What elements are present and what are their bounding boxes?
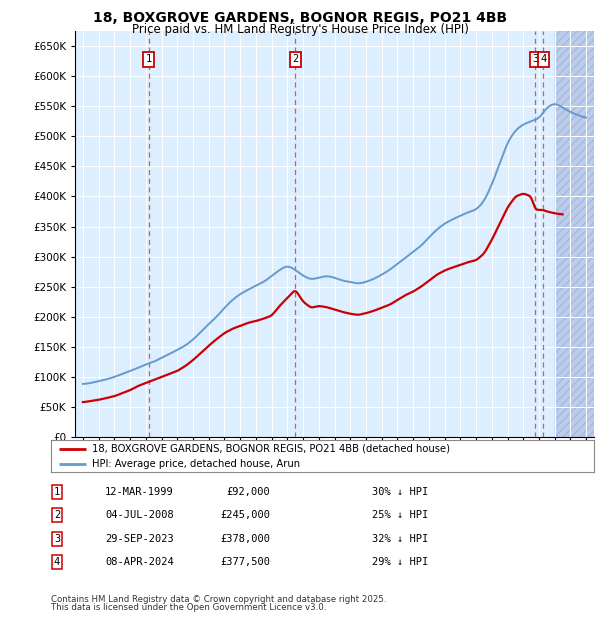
Text: 4: 4 [540, 55, 547, 64]
Text: £377,500: £377,500 [220, 557, 270, 567]
Text: 2: 2 [54, 510, 60, 520]
Text: 18, BOXGROVE GARDENS, BOGNOR REGIS, PO21 4BB: 18, BOXGROVE GARDENS, BOGNOR REGIS, PO21… [93, 11, 507, 25]
Text: £245,000: £245,000 [220, 510, 270, 520]
Text: 04-JUL-2008: 04-JUL-2008 [105, 510, 174, 520]
Text: £378,000: £378,000 [220, 534, 270, 544]
Bar [554, 31, 594, 437]
Text: £92,000: £92,000 [226, 487, 270, 497]
Text: Contains HM Land Registry data © Crown copyright and database right 2025.: Contains HM Land Registry data © Crown c… [51, 595, 386, 604]
Text: 2: 2 [292, 55, 298, 64]
Text: 30% ↓ HPI: 30% ↓ HPI [372, 487, 428, 497]
Text: 18, BOXGROVE GARDENS, BOGNOR REGIS, PO21 4BB (detached house): 18, BOXGROVE GARDENS, BOGNOR REGIS, PO21… [92, 444, 450, 454]
Text: 32% ↓ HPI: 32% ↓ HPI [372, 534, 428, 544]
Text: 1: 1 [54, 487, 60, 497]
Text: HPI: Average price, detached house, Arun: HPI: Average price, detached house, Arun [92, 459, 300, 469]
Text: 1: 1 [146, 55, 152, 64]
Text: 25% ↓ HPI: 25% ↓ HPI [372, 510, 428, 520]
Text: 3: 3 [532, 55, 538, 64]
Text: 12-MAR-1999: 12-MAR-1999 [105, 487, 174, 497]
Text: 3: 3 [54, 534, 60, 544]
Text: 4: 4 [54, 557, 60, 567]
Bar [554, 31, 594, 437]
Text: 29-SEP-2023: 29-SEP-2023 [105, 534, 174, 544]
Text: 08-APR-2024: 08-APR-2024 [105, 557, 174, 567]
Text: This data is licensed under the Open Government Licence v3.0.: This data is licensed under the Open Gov… [51, 603, 326, 612]
Text: 29% ↓ HPI: 29% ↓ HPI [372, 557, 428, 567]
Text: Price paid vs. HM Land Registry's House Price Index (HPI): Price paid vs. HM Land Registry's House … [131, 23, 469, 36]
